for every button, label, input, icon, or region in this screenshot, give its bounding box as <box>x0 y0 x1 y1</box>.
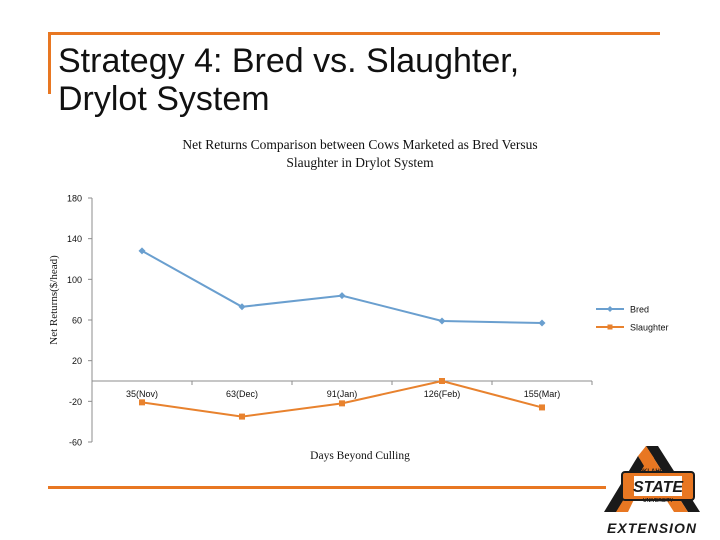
y-tick-label: 100 <box>67 275 82 285</box>
data-point-slaughter <box>539 404 545 411</box>
title-frame-top-border <box>48 32 660 35</box>
legend-marker-slaughter <box>607 324 613 330</box>
legend-label-slaughter: Slaughter <box>630 323 669 333</box>
logo-sub-text: UNIVERSITY <box>643 498 674 504</box>
chart-series <box>138 247 546 420</box>
chart-axes: 180 140 100 60 20 -20 -60 35(Nov) 63(Dec) 91(Jan)… <box>67 194 593 448</box>
data-point-bred <box>438 317 446 325</box>
oklahoma-state-extension-logo: OKLAHOMA STATE UNIVERSITY EXTENSION <box>604 446 700 536</box>
legend-label-bred: Bred <box>630 305 649 315</box>
x-tick-label: 126(Feb) <box>424 389 461 399</box>
y-tick-label: -20 <box>69 397 82 407</box>
data-point-slaughter <box>439 378 445 384</box>
data-point-slaughter <box>339 400 345 407</box>
y-tick-label: 140 <box>67 234 82 244</box>
x-tick-label: 155(Mar) <box>524 389 561 399</box>
data-point-bred <box>238 303 246 311</box>
data-point-slaughter <box>139 399 145 406</box>
y-tick-label: 180 <box>67 194 82 204</box>
x-tick-label: 63(Dec) <box>226 389 258 399</box>
series-line-bred <box>141 249 543 325</box>
data-point-bred <box>338 292 346 300</box>
y-tick-label: 20 <box>72 356 82 366</box>
x-axis-label: Days Beyond Culling <box>310 450 410 462</box>
logo-caption: EXTENSION <box>607 520 697 536</box>
slide-title: Strategy 4: Bred vs. Slaughter, Drylot S… <box>58 42 520 118</box>
data-point-slaughter <box>239 413 245 420</box>
chart-legend: Bred Slaughter <box>596 305 669 333</box>
x-tick-label: 91(Jan) <box>327 389 358 399</box>
footer-border <box>48 486 606 489</box>
legend-marker-bred <box>607 306 613 312</box>
logo-arc-text: OKLAHOMA <box>638 469 674 475</box>
y-tick-label: 60 <box>72 316 82 326</box>
data-point-bred <box>538 319 546 327</box>
x-tick-label: 35(Nov) <box>126 389 158 399</box>
logo-wordmark: STATE <box>633 479 684 496</box>
y-axis-label: Net Returns($/head) <box>48 255 60 345</box>
chart-title: Net Returns Comparison between Cows Mark… <box>182 137 538 170</box>
title-frame-left-border <box>48 32 51 94</box>
data-point-bred <box>138 247 146 255</box>
y-tick-label: -60 <box>69 438 82 448</box>
